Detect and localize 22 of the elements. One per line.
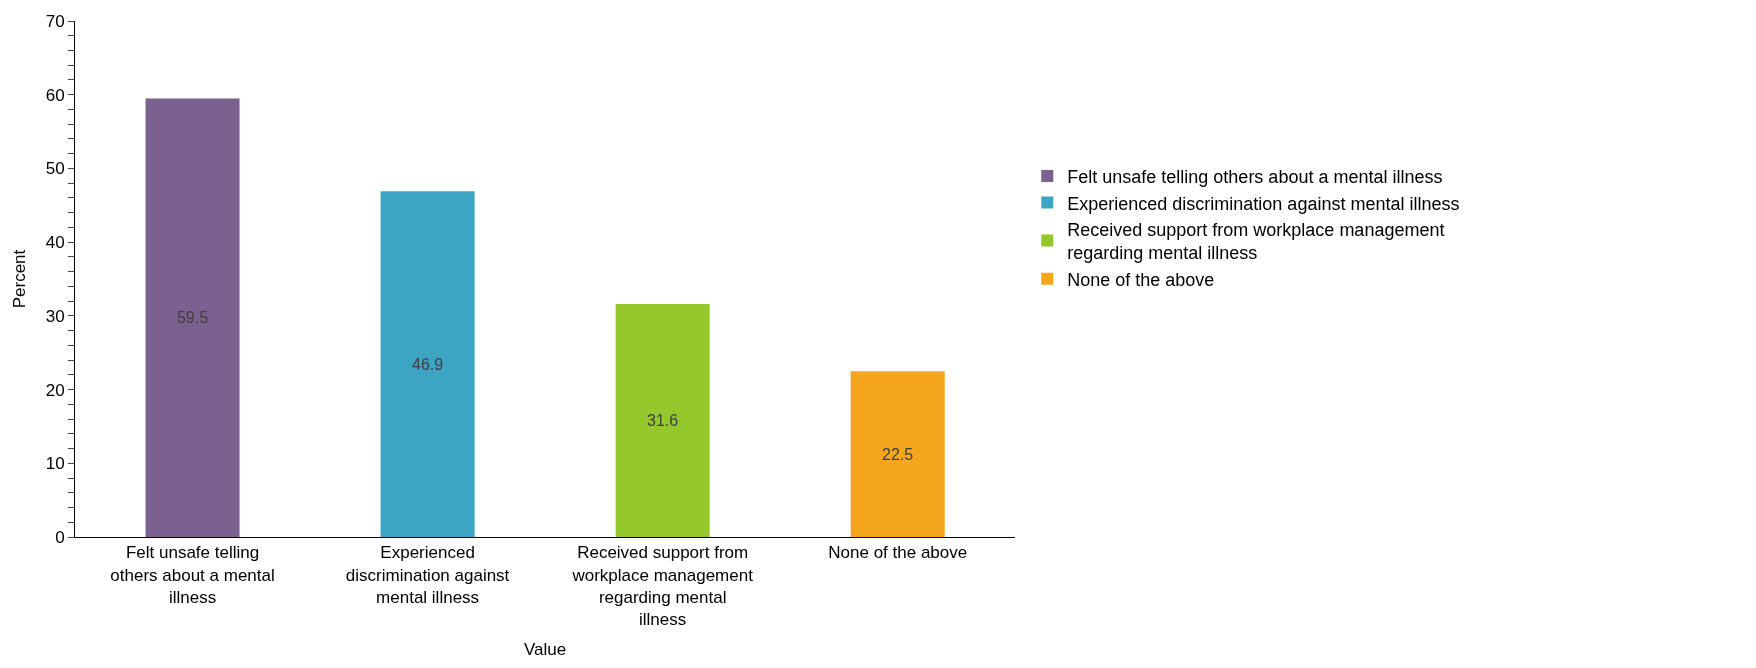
data-label: 59.5 [176,309,209,327]
data-label: 46.9 [411,355,444,373]
y-tick-label: 10 [45,454,65,474]
legend-label: Felt unsafe telling others about a mental illness [1067,167,1443,188]
y-tick-label: 50 [45,159,65,179]
legend-label: Experienced discrimination against mental illness [1067,193,1460,214]
data-label: 22.5 [882,445,914,463]
y-tick-label: 30 [45,306,65,326]
data-label: 31.6 [647,412,679,430]
legend-label: Received support from workplace management regarding mental illness [1067,219,1445,264]
y-tick-label: 60 [45,85,65,105]
x-tick-label: Felt unsafe telling others about a mental illness [110,543,275,607]
x-tick-label: Experienced discrimination against mental illness [345,543,510,607]
y-tick-label: 70 [45,11,65,31]
y-tick-label: 40 [45,233,65,253]
y-tick-label: 0 [55,527,65,547]
x-tick-label: None of the above [828,543,968,563]
x-tick-label: Received support from workplace management regarding mental illness [571,543,754,629]
y-axis-title: Percent [10,249,30,309]
legend-label: None of the above [1067,269,1215,290]
y-tick-label: 20 [45,380,65,400]
x-axis-title: Value [524,640,567,660]
